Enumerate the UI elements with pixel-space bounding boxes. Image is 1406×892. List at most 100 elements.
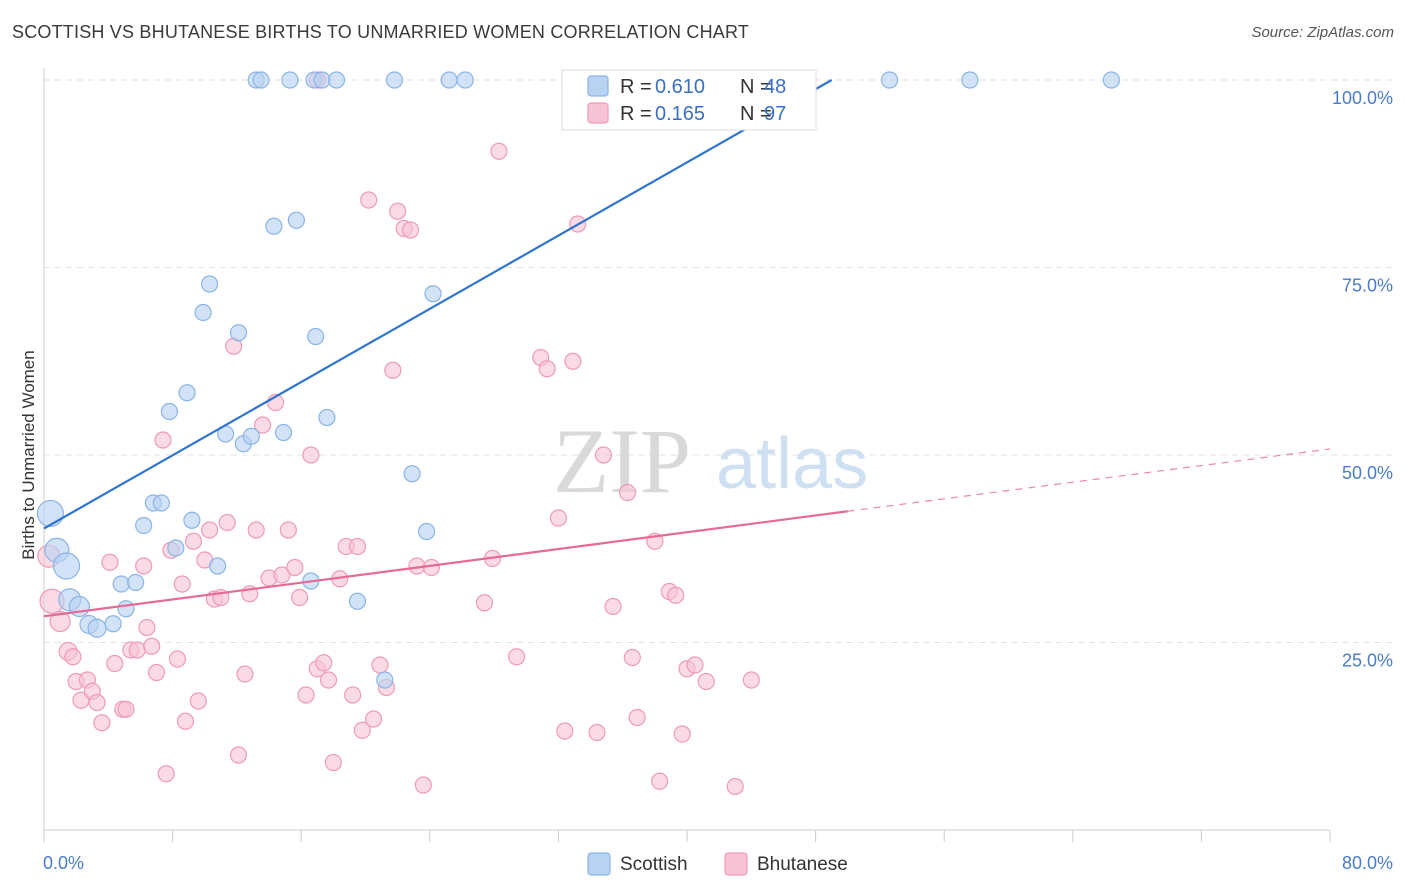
bhutanese-point: [229, 746, 248, 764]
bhutanese-point: [64, 648, 82, 666]
bhutanese-point: [618, 483, 637, 502]
scottish-point: [327, 71, 346, 89]
bottom-legend: Scottish Bhutanese: [587, 852, 848, 876]
legend-r-label-bhutanese: R =: [620, 103, 652, 125]
chart-title: SCOTTISH VS BHUTANESE BIRTHS TO UNMARRIE…: [12, 22, 750, 42]
bhutanese-point: [218, 513, 236, 532]
scottish-point: [385, 71, 404, 89]
bhutanese-point: [319, 671, 338, 689]
bhutanese-point: [384, 361, 402, 379]
bhutanese-point: [315, 654, 333, 672]
bottom-legend-label-scottish: Scottish: [620, 854, 688, 875]
bhutanese-point: [290, 588, 309, 607]
scottish-point: [313, 71, 331, 89]
x-axis-ticks: [43, 830, 1331, 842]
grid-lines: [44, 79, 1393, 643]
legend-swatch-bhutanese: [587, 102, 609, 124]
scottish-point: [456, 71, 474, 89]
bhutanese-trend-extension: [847, 448, 1331, 512]
bhutanese-point: [273, 566, 291, 584]
bhutanese-point: [157, 765, 175, 783]
scottish-point: [183, 511, 201, 529]
y-tick-label-50: 50.0%: [1342, 463, 1393, 483]
bhutanese-point: [686, 656, 704, 674]
bhutanese-point: [623, 648, 641, 667]
bhutanese-point: [371, 656, 389, 674]
bhutanese-point: [254, 416, 272, 434]
y-tick-label-75: 75.0%: [1342, 276, 1393, 296]
legend-n-label-bhutanese: N =: [740, 103, 772, 125]
bhutanese-point: [475, 594, 494, 612]
trend-lines: [43, 79, 1331, 618]
bhutanese-point: [189, 692, 207, 710]
scottish-point: [318, 408, 336, 427]
scottish-point: [160, 402, 178, 421]
scottish-point: [209, 557, 227, 575]
scottish-point: [87, 618, 107, 638]
bhutanese-point: [117, 700, 135, 718]
scottish-trend-line: [43, 79, 833, 530]
bhutanese-point: [508, 648, 526, 666]
bottom-legend-swatch-scottish: [587, 852, 611, 876]
bottom-legend-label-bhutanese: Bhutanese: [757, 854, 848, 875]
scottish-point: [229, 324, 248, 342]
scottish-point: [281, 71, 299, 89]
bhutanese-point: [490, 142, 508, 160]
bhutanese-point: [286, 558, 304, 577]
scottish-point: [961, 71, 979, 89]
bhutanese-point: [588, 723, 606, 742]
scottish-point: [117, 600, 135, 618]
bhutanese-point: [353, 721, 371, 739]
bhutanese-point: [673, 725, 691, 743]
bhutanese-point: [594, 446, 613, 464]
scottish-point: [424, 285, 442, 303]
bhutanese-point: [135, 557, 153, 575]
scottish-point: [307, 327, 325, 346]
bhutanese-point: [628, 708, 646, 727]
scottish-point: [265, 217, 283, 235]
bhutanese-point: [138, 618, 156, 637]
bhutanese-point: [168, 650, 187, 668]
scottish-point: [135, 516, 153, 535]
bhutanese-point: [422, 558, 441, 577]
bhutanese-point: [651, 772, 669, 790]
scottish-point: [152, 494, 170, 512]
bhutanese-point: [143, 637, 161, 655]
bhutanese-point: [176, 712, 195, 730]
bhutanese-point: [128, 641, 146, 659]
bottom-legend-swatch-bhutanese: [724, 852, 748, 876]
legend-n-value-bhutanese: 97: [764, 103, 786, 125]
y-axis-tick-labels: 25.0% 50.0% 75.0% 100.0%: [1332, 88, 1393, 671]
scottish-point: [178, 384, 196, 402]
watermark-atlas: atlas: [716, 424, 868, 504]
x-tick-label-min: 0.0%: [43, 853, 84, 873]
scottish-point: [376, 671, 394, 689]
scottish-point: [1102, 71, 1120, 89]
scottish-point: [112, 575, 130, 593]
bhutanese-trend-line: [43, 510, 848, 618]
scottish-point: [194, 303, 212, 322]
scottish-point: [52, 552, 81, 580]
bhutanese-point: [348, 537, 367, 556]
legend-n-value-scottish: 48: [764, 76, 786, 98]
scottish-point: [36, 499, 65, 528]
legend-r-label-scottish: R =: [620, 76, 652, 98]
legend-n-label-scottish: N =: [740, 76, 772, 98]
scottish-point: [252, 71, 270, 89]
bhutanese-point: [742, 671, 760, 689]
bhutanese-point: [538, 360, 556, 378]
scottish-point: [200, 275, 219, 293]
bhutanese-point: [154, 431, 172, 449]
bhutanese-point: [106, 654, 124, 673]
bhutanese-point: [401, 221, 420, 239]
scottish-point: [274, 423, 293, 442]
bhutanese-point: [324, 753, 342, 772]
bhutanese-point: [101, 553, 119, 571]
bhutanese-point: [604, 597, 622, 616]
y-tick-label-100: 100.0%: [1332, 88, 1393, 108]
bhutanese-point: [247, 521, 265, 539]
bhutanese-point: [726, 777, 744, 796]
y-tick-label-25: 25.0%: [1342, 651, 1393, 671]
axes: [43, 68, 1331, 842]
bhutanese-point: [49, 610, 71, 633]
